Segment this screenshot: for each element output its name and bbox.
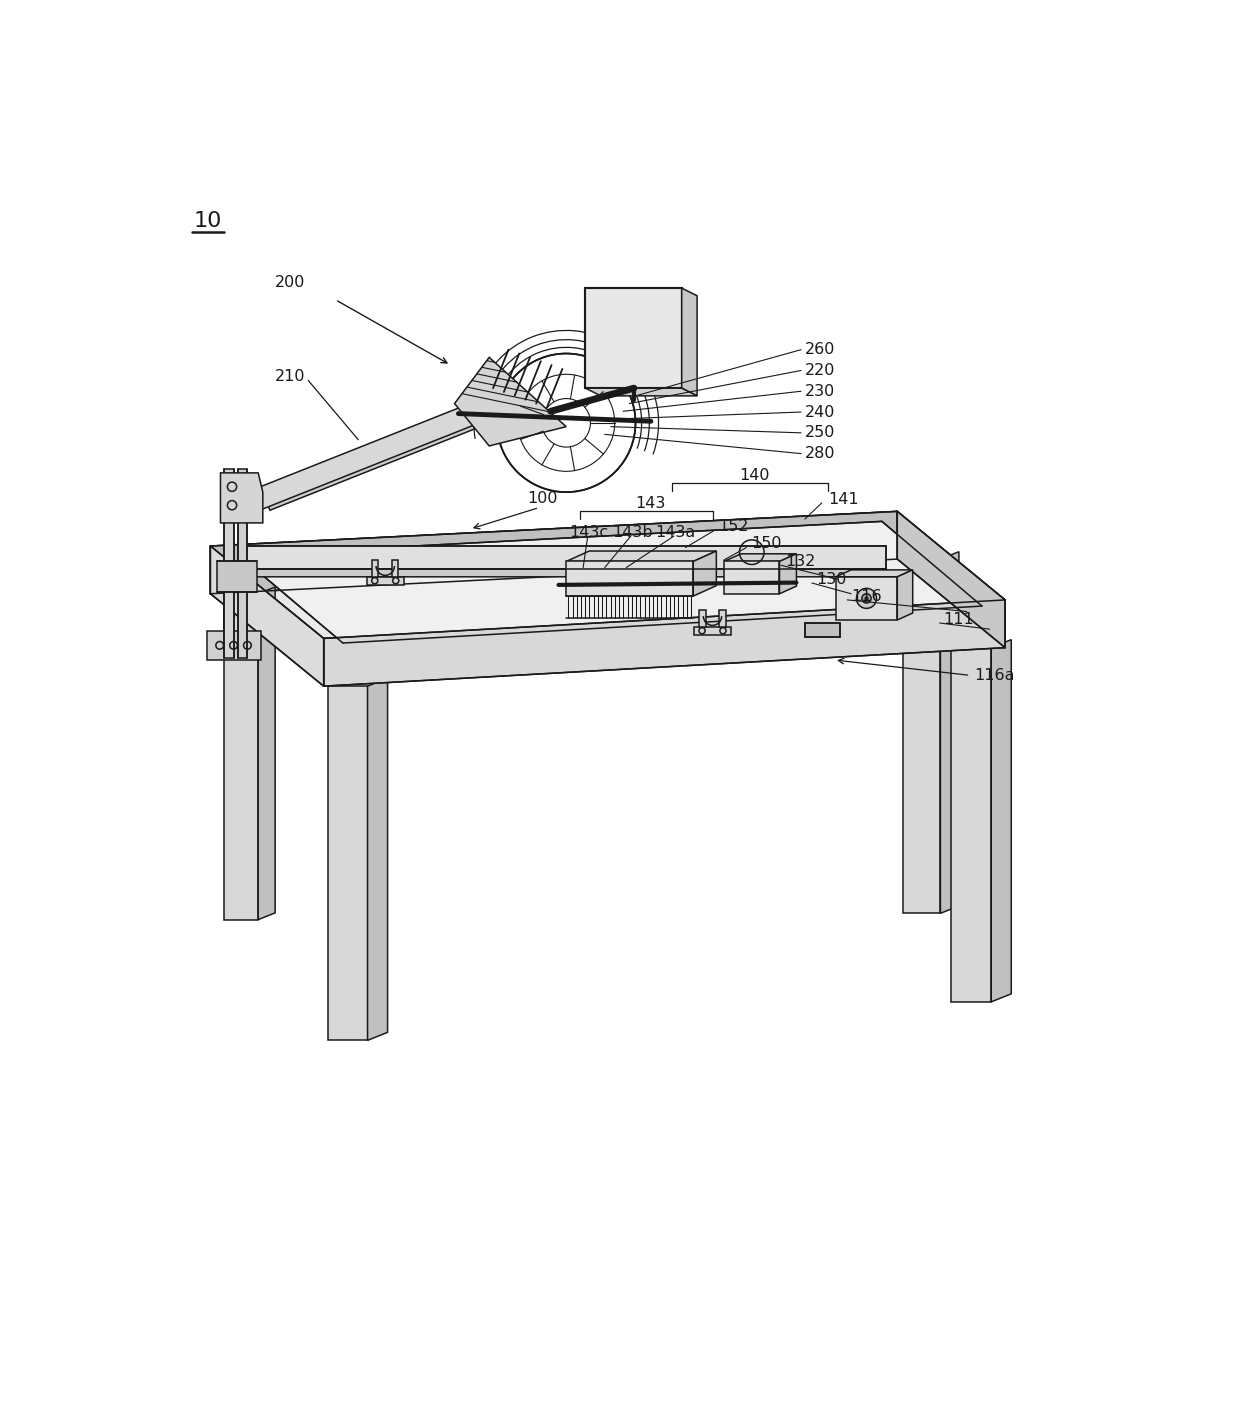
Polygon shape <box>836 576 898 620</box>
Polygon shape <box>242 569 899 576</box>
Text: 132: 132 <box>786 554 816 569</box>
Text: 143a: 143a <box>656 524 696 540</box>
Text: 111: 111 <box>944 612 975 627</box>
Text: 141: 141 <box>828 492 858 508</box>
Polygon shape <box>258 586 275 920</box>
Polygon shape <box>724 561 780 593</box>
Polygon shape <box>207 631 260 659</box>
Polygon shape <box>898 512 1006 648</box>
Text: 260: 260 <box>805 342 836 357</box>
Polygon shape <box>221 472 263 523</box>
Polygon shape <box>367 678 388 1040</box>
Polygon shape <box>699 610 706 627</box>
Circle shape <box>857 588 877 609</box>
Polygon shape <box>951 648 991 1002</box>
Polygon shape <box>262 398 502 510</box>
Polygon shape <box>211 512 898 593</box>
Polygon shape <box>392 560 398 576</box>
Polygon shape <box>693 551 717 596</box>
Text: 230: 230 <box>805 384 836 399</box>
Polygon shape <box>455 357 567 446</box>
Polygon shape <box>238 470 248 658</box>
Polygon shape <box>724 554 796 561</box>
Polygon shape <box>217 561 257 592</box>
Text: 250: 250 <box>805 426 836 440</box>
Text: 116: 116 <box>851 589 882 603</box>
Text: 240: 240 <box>805 405 836 419</box>
Polygon shape <box>567 551 717 561</box>
Text: 143: 143 <box>635 496 666 512</box>
Text: 280: 280 <box>805 446 836 461</box>
Text: 200: 200 <box>275 276 305 290</box>
Polygon shape <box>242 546 885 569</box>
Polygon shape <box>682 288 697 396</box>
Polygon shape <box>836 569 913 576</box>
Polygon shape <box>567 561 693 596</box>
Polygon shape <box>585 288 682 388</box>
Polygon shape <box>780 554 796 593</box>
Polygon shape <box>253 398 494 510</box>
Text: 210: 210 <box>275 370 305 384</box>
Text: 10: 10 <box>193 211 222 231</box>
Polygon shape <box>211 546 324 686</box>
Text: 130: 130 <box>816 572 847 586</box>
Polygon shape <box>585 388 697 396</box>
Circle shape <box>862 593 872 603</box>
Polygon shape <box>367 576 403 585</box>
Text: 140: 140 <box>739 468 770 482</box>
Polygon shape <box>719 610 725 627</box>
Polygon shape <box>805 623 839 637</box>
Text: 220: 220 <box>805 363 836 378</box>
Text: 116a: 116a <box>975 668 1014 683</box>
Polygon shape <box>898 569 913 620</box>
Polygon shape <box>324 600 1006 686</box>
Text: 100: 100 <box>528 491 558 506</box>
Polygon shape <box>991 640 1012 1002</box>
Polygon shape <box>224 470 233 658</box>
Polygon shape <box>224 593 258 920</box>
Polygon shape <box>239 522 982 643</box>
Polygon shape <box>694 627 730 634</box>
Polygon shape <box>940 551 959 914</box>
Text: 152: 152 <box>719 519 749 534</box>
Text: 150: 150 <box>751 536 781 551</box>
Polygon shape <box>372 560 378 576</box>
Polygon shape <box>327 686 367 1040</box>
Text: 143c: 143c <box>569 524 609 540</box>
Polygon shape <box>904 560 940 914</box>
Text: 143b: 143b <box>613 524 653 540</box>
Polygon shape <box>211 512 1006 638</box>
